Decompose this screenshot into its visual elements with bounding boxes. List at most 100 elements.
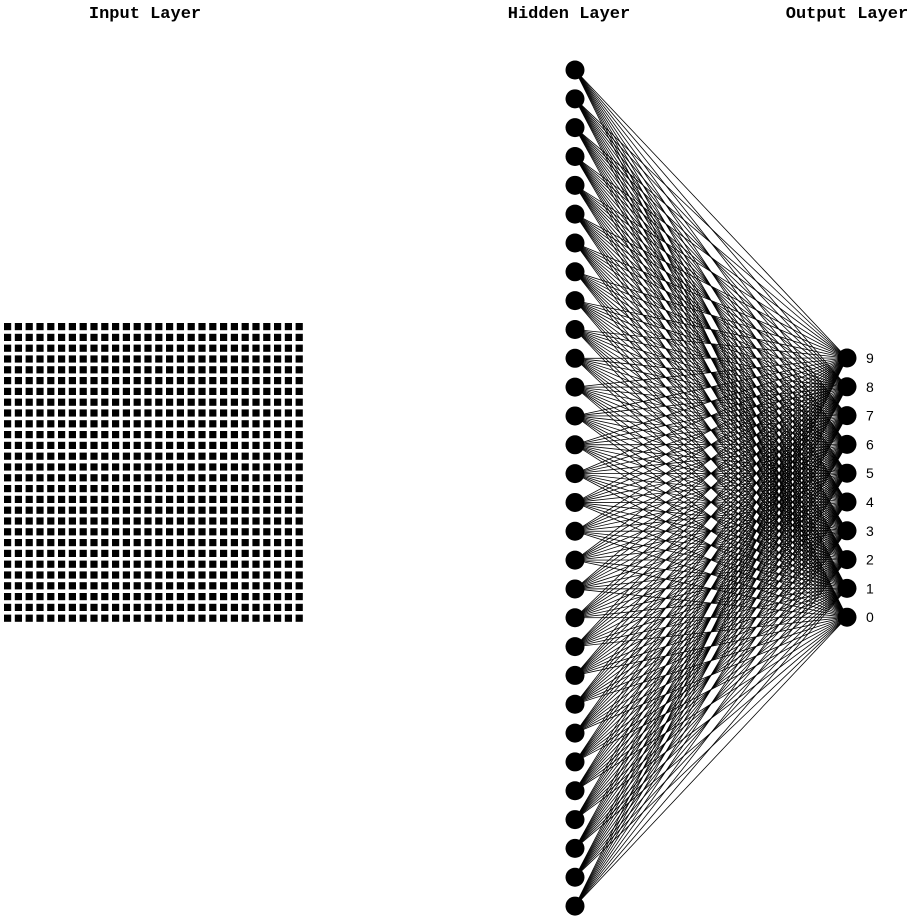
input-neuron <box>79 355 87 363</box>
input-neuron <box>187 387 195 395</box>
input-neuron <box>79 614 87 622</box>
input-neuron <box>187 485 195 493</box>
input-neuron <box>101 495 109 503</box>
input-neuron <box>101 593 109 601</box>
input-neuron <box>176 398 184 406</box>
input-neuron <box>90 323 98 331</box>
input-neuron <box>101 474 109 482</box>
input-neuron <box>144 549 152 557</box>
input-neuron <box>133 333 141 341</box>
connection-line <box>574 444 848 907</box>
input-neuron <box>90 549 98 557</box>
input-neuron <box>274 571 282 579</box>
input-neuron <box>4 452 12 460</box>
input-neuron <box>4 560 12 568</box>
input-neuron <box>25 571 33 579</box>
input-neuron <box>101 571 109 579</box>
input-neuron <box>36 582 44 590</box>
input-neuron <box>252 463 260 471</box>
input-neuron <box>209 431 217 439</box>
input-neuron <box>36 441 44 449</box>
input-neuron <box>284 474 292 482</box>
input-neuron <box>133 463 141 471</box>
input-neuron <box>4 398 12 406</box>
input-neuron <box>14 571 22 579</box>
input-neuron <box>187 452 195 460</box>
input-neuron <box>144 474 152 482</box>
input-neuron <box>58 409 66 417</box>
input-neuron <box>112 603 120 611</box>
input-neuron <box>274 355 282 363</box>
input-neuron <box>230 431 238 439</box>
input-neuron <box>144 441 152 449</box>
input-neuron <box>252 549 260 557</box>
input-neuron <box>263 452 271 460</box>
input-neuron <box>166 344 174 352</box>
output-neuron <box>837 434 857 454</box>
input-neuron <box>58 463 66 471</box>
input-neuron <box>209 485 217 493</box>
input-neuron <box>58 485 66 493</box>
input-neuron <box>284 485 292 493</box>
input-neuron <box>122 463 130 471</box>
input-neuron <box>144 431 152 439</box>
input-neuron <box>187 323 195 331</box>
input-neuron <box>112 474 120 482</box>
input-neuron <box>4 431 12 439</box>
input-neuron <box>122 409 130 417</box>
input-neuron <box>176 344 184 352</box>
input-neuron <box>58 344 66 352</box>
input-neuron <box>220 614 228 622</box>
output-layer-nodes <box>837 348 857 627</box>
input-neuron <box>101 485 109 493</box>
input-neuron <box>4 506 12 514</box>
input-neuron <box>187 420 195 428</box>
input-neuron <box>14 452 22 460</box>
input-neuron <box>241 582 249 590</box>
output-digit-label: 1 <box>866 580 874 596</box>
input-neuron <box>230 571 238 579</box>
input-neuron <box>295 377 303 385</box>
input-neuron <box>122 614 130 622</box>
input-neuron <box>209 355 217 363</box>
input-neuron <box>36 549 44 557</box>
input-neuron <box>284 420 292 428</box>
input-neuron <box>36 539 44 547</box>
input-neuron <box>144 571 152 579</box>
output-digit-label: 0 <box>866 609 874 625</box>
input-neuron <box>79 452 87 460</box>
input-neuron <box>122 452 130 460</box>
input-neuron <box>209 614 217 622</box>
input-neuron <box>36 323 44 331</box>
input-neuron <box>47 323 55 331</box>
input-neuron <box>4 517 12 525</box>
input-neuron <box>252 355 260 363</box>
input-neuron <box>144 355 152 363</box>
input-neuron <box>274 452 282 460</box>
input-neuron <box>68 614 76 622</box>
input-neuron <box>122 366 130 374</box>
output-neuron <box>837 521 857 541</box>
input-neuron <box>144 495 152 503</box>
input-neuron <box>155 582 163 590</box>
input-neuron <box>36 593 44 601</box>
input-neuron <box>187 571 195 579</box>
input-neuron <box>122 571 130 579</box>
input-neuron <box>68 333 76 341</box>
input-neuron <box>284 603 292 611</box>
input-neuron <box>101 539 109 547</box>
input-neuron <box>220 323 228 331</box>
input-neuron <box>4 539 12 547</box>
input-neuron <box>230 333 238 341</box>
input-neuron <box>295 539 303 547</box>
input-neuron <box>68 387 76 395</box>
input-neuron <box>284 560 292 568</box>
input-neuron <box>230 560 238 568</box>
input-neuron <box>230 452 238 460</box>
input-neuron <box>36 517 44 525</box>
input-neuron <box>284 528 292 536</box>
input-neuron <box>176 420 184 428</box>
input-neuron <box>25 463 33 471</box>
input-neuron <box>112 377 120 385</box>
hidden-neuron <box>565 146 585 166</box>
